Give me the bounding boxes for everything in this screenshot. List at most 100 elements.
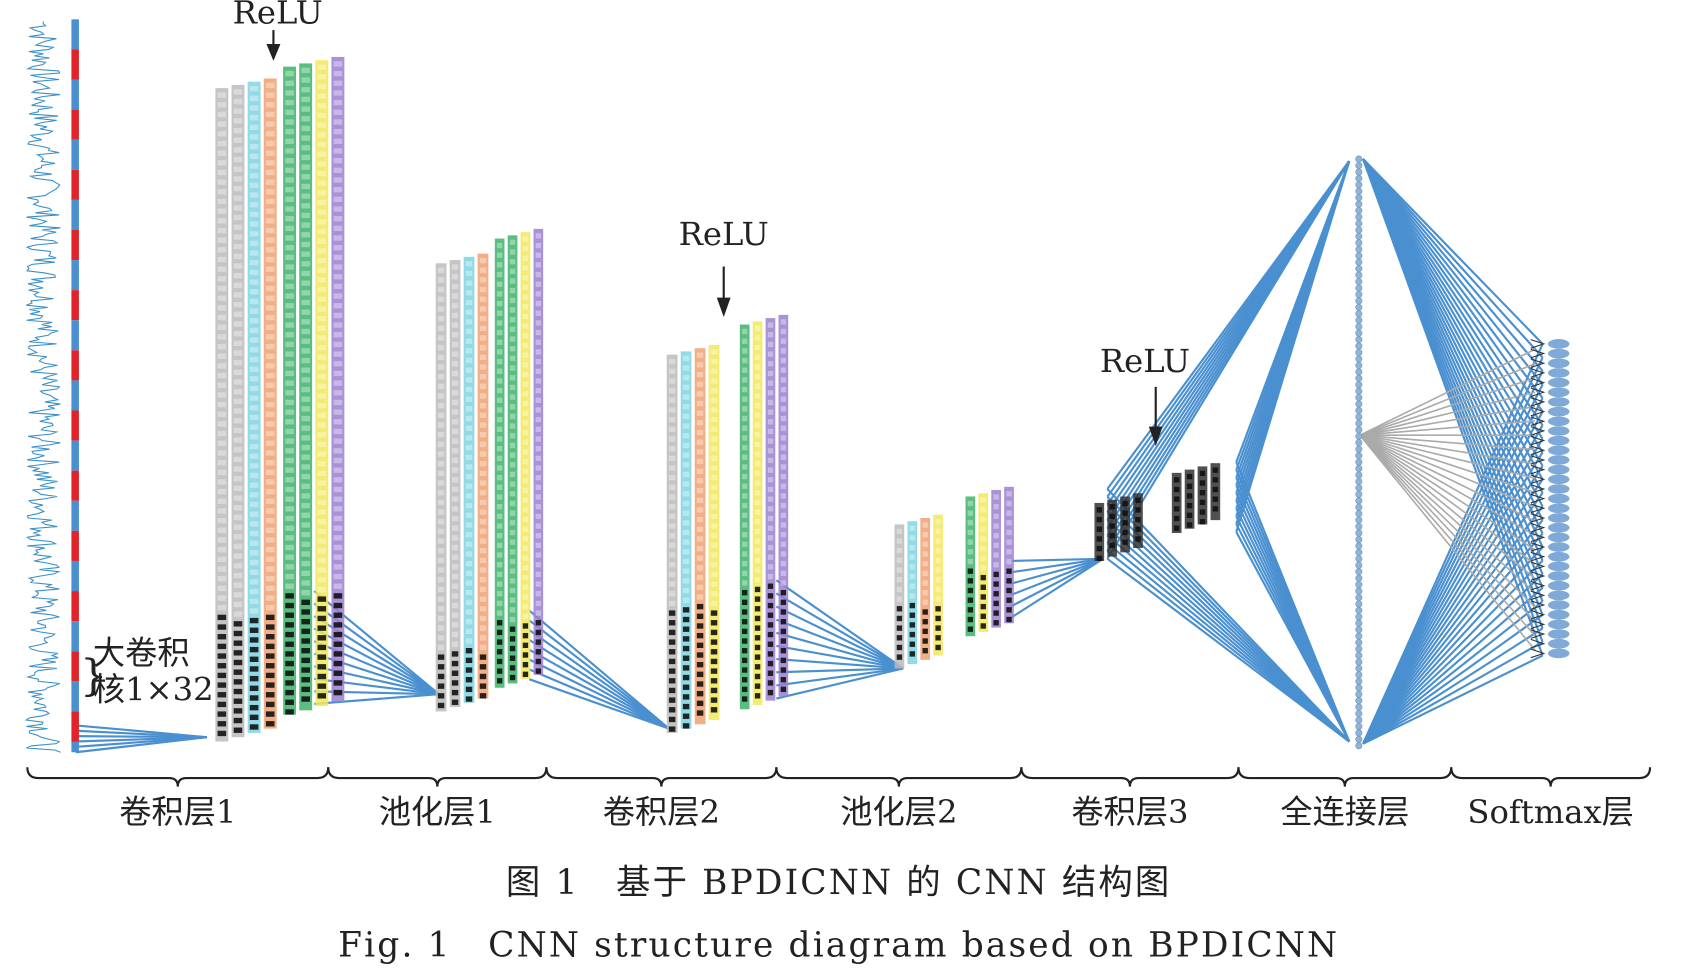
feature-cell — [1199, 519, 1206, 525]
feature-cell — [451, 593, 459, 599]
feature-column — [494, 238, 505, 688]
feature-cell — [1199, 470, 1206, 477]
feature-cell — [285, 245, 294, 251]
feature-cell — [522, 352, 529, 358]
feature-cell — [451, 622, 459, 628]
feature-cell — [509, 491, 516, 497]
input-segment — [71, 260, 79, 291]
feature-cell — [741, 628, 748, 635]
feature-cell — [301, 415, 310, 422]
feature-cell — [301, 638, 310, 644]
feature-cell — [317, 373, 327, 380]
feature-cell — [265, 247, 275, 253]
feature-cell — [741, 589, 748, 596]
feature-cell — [465, 386, 473, 393]
feature-cell — [535, 610, 542, 616]
connection — [75, 736, 207, 754]
fc-node — [1355, 710, 1363, 718]
softmax-node — [1547, 580, 1570, 591]
feature-cell — [496, 542, 503, 549]
feature-cell — [668, 513, 676, 520]
feature-cell — [479, 557, 487, 564]
feature-cell — [535, 591, 542, 597]
feature-cell — [285, 303, 294, 309]
feature-cell — [333, 206, 343, 212]
feature-cell — [754, 441, 761, 448]
feature-cell — [285, 322, 294, 328]
feature-cell — [710, 542, 718, 549]
feature-cell — [696, 487, 704, 494]
layer-label: 全连接层 — [1280, 793, 1409, 831]
feature-cell — [780, 464, 787, 470]
fc-node — [1355, 639, 1363, 647]
feature-cell — [333, 293, 343, 299]
feature-cell — [233, 379, 243, 385]
feature-cell — [285, 593, 294, 599]
feature-cell — [710, 629, 718, 636]
feature-cell — [535, 252, 542, 258]
fc-node — [1355, 336, 1363, 344]
feature-cell — [317, 83, 327, 90]
fc-node — [1355, 548, 1363, 556]
feature-cell — [1006, 539, 1012, 545]
feature-cell — [479, 528, 487, 535]
feature-cell — [437, 383, 445, 390]
feature-cell — [535, 329, 542, 336]
feature-cell — [317, 277, 327, 283]
feature-cell — [317, 325, 327, 331]
feature-cell — [509, 636, 516, 642]
feature-cell — [317, 693, 327, 699]
feature-cell — [317, 615, 327, 622]
feature-cell — [301, 425, 310, 431]
feature-cell — [696, 381, 704, 387]
feature-cell — [922, 580, 928, 586]
fc-node — [1355, 555, 1363, 563]
feature-cell — [265, 653, 275, 659]
feature-cell — [317, 267, 327, 273]
feature-cell — [696, 710, 704, 716]
feature-cell — [1006, 549, 1012, 555]
feature-cell — [233, 205, 243, 211]
softmax-node — [1547, 368, 1570, 378]
feature-cell — [496, 378, 503, 384]
feature-cell — [217, 334, 227, 340]
feature-cell — [496, 262, 503, 268]
feature-cell — [249, 724, 259, 730]
feature-cell — [1006, 520, 1012, 526]
feature-cell — [710, 707, 718, 713]
softmax-arrow — [1530, 377, 1546, 388]
feature-cell — [301, 512, 310, 518]
feature-cell — [1199, 499, 1206, 506]
feature-cell — [317, 209, 327, 215]
feature-cell — [451, 370, 459, 377]
softmax-node — [1547, 358, 1570, 369]
feature-cell — [980, 545, 986, 552]
feature-cell — [780, 686, 787, 693]
connection — [776, 631, 904, 670]
feature-cell — [741, 638, 748, 644]
feature-cell — [233, 485, 243, 492]
fc-node — [1355, 690, 1363, 698]
feature-cell — [249, 588, 259, 595]
feature-cell — [465, 464, 473, 470]
feature-cell — [465, 444, 473, 451]
feature-cell — [1006, 529, 1012, 536]
feature-cell — [249, 530, 259, 537]
feature-cell — [265, 179, 275, 185]
feature-cell — [496, 426, 503, 433]
feature-cell — [754, 344, 761, 351]
feature-cell — [285, 332, 294, 338]
fc-node — [1355, 239, 1363, 247]
softmax-node — [1547, 455, 1570, 465]
softmax-arrow — [1530, 638, 1546, 649]
feature-cell — [249, 144, 259, 150]
feature-cell — [217, 198, 227, 205]
feature-cell — [754, 393, 761, 399]
feature-cell — [993, 552, 999, 558]
feature-cell — [710, 533, 718, 539]
feature-cell — [535, 407, 542, 413]
connection — [775, 605, 904, 670]
feature-cell — [465, 319, 473, 325]
feature-cell — [217, 488, 227, 495]
fc-node — [1355, 252, 1363, 260]
